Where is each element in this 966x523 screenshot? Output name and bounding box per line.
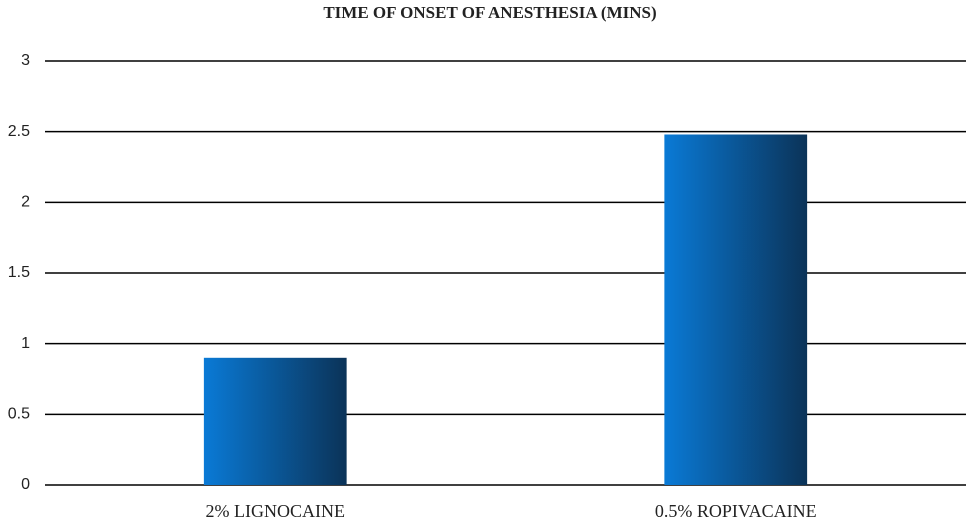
y-tick-label: 1 xyxy=(21,335,30,352)
y-tick-label: 2 xyxy=(21,194,30,211)
x-tick-label: 0.5% ROPIVACAINE xyxy=(655,501,817,521)
bar xyxy=(203,357,347,485)
y-tick-label: 1.5 xyxy=(8,264,30,281)
chart-title: TIME OF ONSET OF ANESTHESIA (MINS) xyxy=(323,3,656,22)
y-tick-label: 3 xyxy=(21,52,30,69)
x-tick-label: 2% LIGNOCAINE xyxy=(206,501,345,521)
y-tick-label: 0.5 xyxy=(8,406,30,423)
y-tick-label: 2.5 xyxy=(8,123,30,140)
bar xyxy=(664,134,808,485)
y-tick-label: 0 xyxy=(21,476,30,493)
